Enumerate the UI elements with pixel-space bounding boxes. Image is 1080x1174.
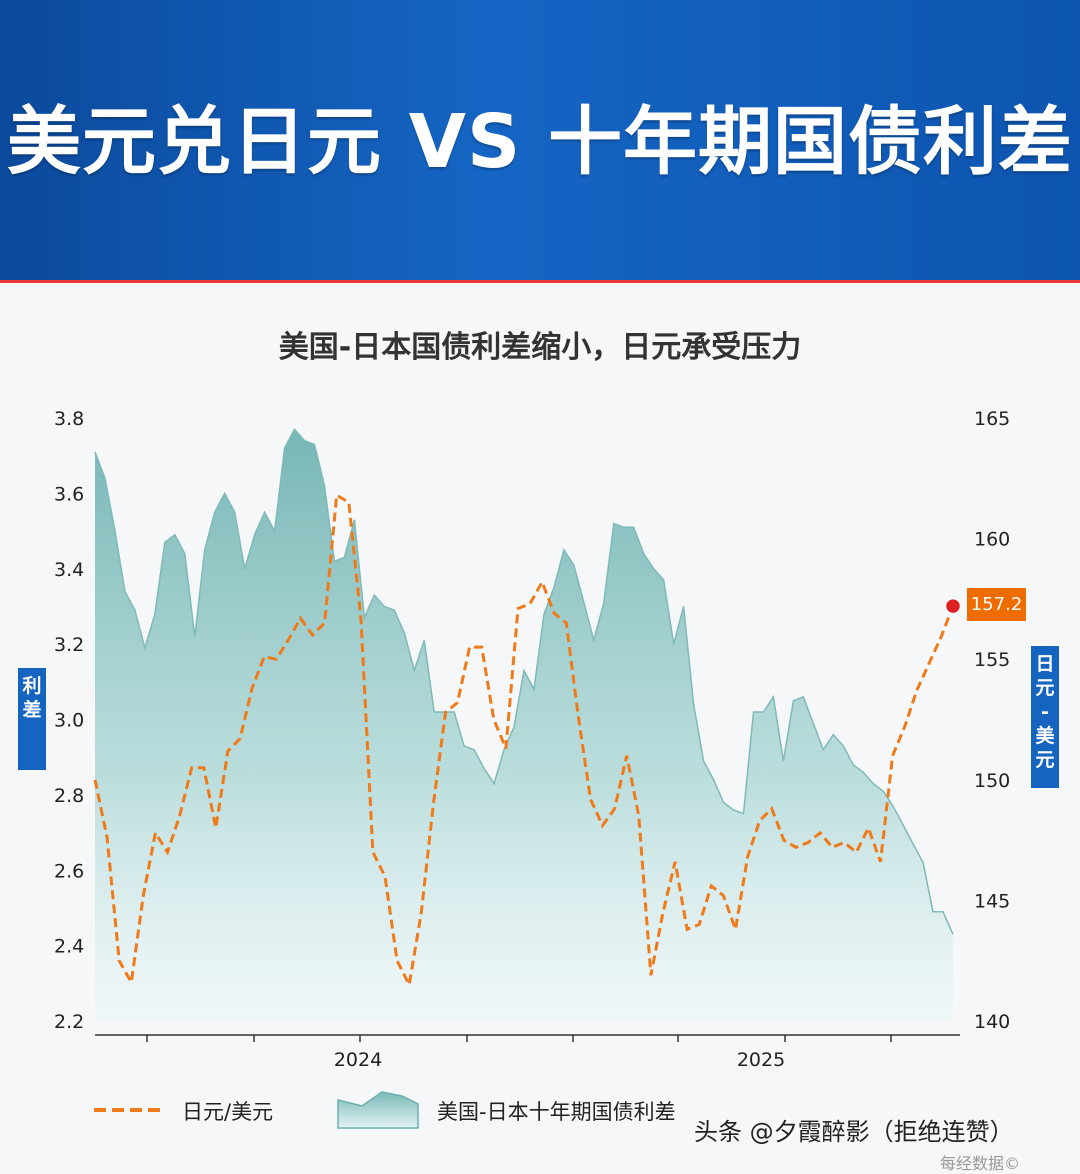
- legend-spread-label: 美国-日本十年期国债利差: [437, 1100, 676, 1124]
- spread-line: [94, 427, 954, 935]
- legend-spread-swatch: [337, 1091, 419, 1129]
- yen-latest-point: [944, 597, 962, 615]
- left-tick-label: 2.6: [54, 860, 84, 882]
- right-tick-label: 140: [974, 1011, 1010, 1033]
- spread-area: [95, 429, 953, 1021]
- right-tick-label: 160: [974, 529, 1010, 551]
- left-tick-label: 3.2: [54, 634, 84, 656]
- right-tick-label: 145: [974, 890, 1010, 912]
- right-tick-label: 150: [974, 770, 1010, 792]
- left-axis-label: 利差: [18, 668, 46, 770]
- left-tick-label: 2.4: [54, 936, 84, 958]
- x-tick-label: 2025: [737, 1049, 785, 1071]
- left-tick-label: 2.2: [54, 1011, 84, 1033]
- left-tick-label: 3.4: [54, 559, 84, 581]
- legend-yen-label: 日元/美元: [182, 1100, 274, 1124]
- left-tick-label: 3.0: [54, 710, 84, 732]
- x-tick-label: 2024: [334, 1049, 382, 1071]
- right-tick-label: 155: [974, 649, 1010, 671]
- page-title: 美元兑日元 VS 十年期国债利差: [6, 98, 1074, 185]
- left-tick-label: 3.8: [54, 408, 84, 430]
- right-tick-label: 165: [974, 408, 1010, 430]
- right-axis-label: 日元-美元: [1031, 646, 1059, 788]
- chart-title: 美国-日本国债利差缩小，日元承受压力: [278, 330, 802, 365]
- left-tick-label: 3.6: [54, 483, 84, 505]
- watermark: 头条 @夕霞醉影（拒绝连赞）: [694, 1118, 1014, 1146]
- title-banner: 美元兑日元 VS 十年期国债利差: [0, 0, 1080, 283]
- left-tick-label: 2.8: [54, 785, 84, 807]
- yen-line: [93, 492, 955, 990]
- source-note: 每经数据©: [940, 1154, 1021, 1173]
- latest-value-badge: 157.2: [967, 588, 1026, 621]
